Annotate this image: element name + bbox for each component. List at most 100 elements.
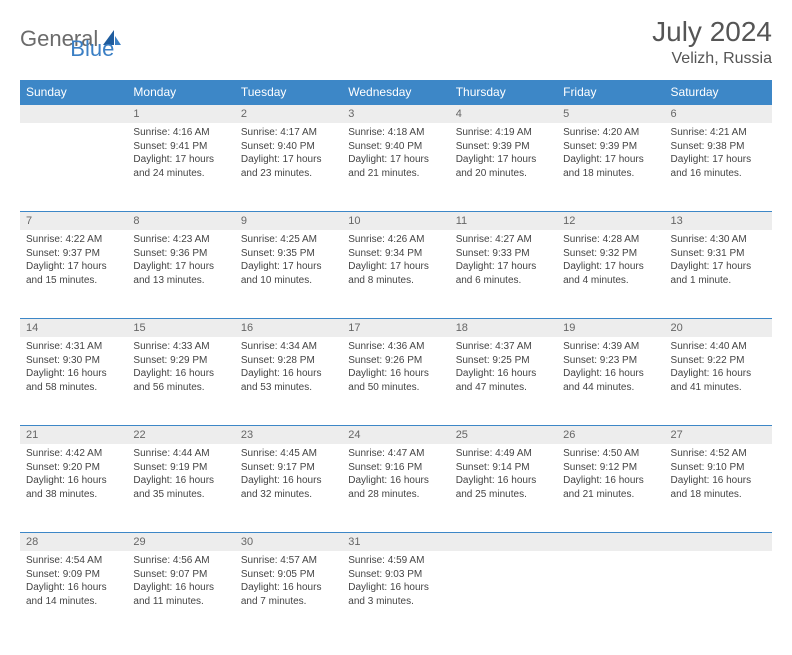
sunrise-line: Sunrise: 4:59 AM	[348, 554, 443, 568]
day-number: 17	[342, 319, 449, 337]
weekday-header: Sunday	[20, 80, 127, 105]
daylight-line: Daylight: 16 hours and 53 minutes.	[241, 367, 336, 394]
week-row: Sunrise: 4:54 AMSunset: 9:09 PMDaylight:…	[20, 551, 772, 639]
sunset-line: Sunset: 9:17 PM	[241, 461, 336, 475]
day-content: Sunrise: 4:39 AMSunset: 9:23 PMDaylight:…	[557, 337, 664, 400]
sunrise-line: Sunrise: 4:22 AM	[26, 233, 121, 247]
sunrise-line: Sunrise: 4:57 AM	[241, 554, 336, 568]
day-content: Sunrise: 4:59 AMSunset: 9:03 PMDaylight:…	[342, 551, 449, 614]
sunrise-line: Sunrise: 4:54 AM	[26, 554, 121, 568]
logo-text-blue: Blue	[70, 36, 114, 62]
day-content: Sunrise: 4:56 AMSunset: 9:07 PMDaylight:…	[127, 551, 234, 614]
sunrise-line: Sunrise: 4:18 AM	[348, 126, 443, 140]
daylight-line: Daylight: 17 hours and 1 minute.	[671, 260, 766, 287]
sunset-line: Sunset: 9:39 PM	[563, 140, 658, 154]
sunset-line: Sunset: 9:14 PM	[456, 461, 551, 475]
day-number-cell: 7	[20, 212, 127, 231]
day-cell: Sunrise: 4:25 AMSunset: 9:35 PMDaylight:…	[235, 230, 342, 319]
day-number-cell: 31	[342, 533, 449, 552]
sunrise-line: Sunrise: 4:47 AM	[348, 447, 443, 461]
day-content: Sunrise: 4:45 AMSunset: 9:17 PMDaylight:…	[235, 444, 342, 507]
daylight-line: Daylight: 17 hours and 8 minutes.	[348, 260, 443, 287]
weekday-header: Friday	[557, 80, 664, 105]
sunrise-line: Sunrise: 4:39 AM	[563, 340, 658, 354]
day-number: 6	[665, 105, 772, 123]
day-number-cell	[450, 533, 557, 552]
day-number-cell: 9	[235, 212, 342, 231]
day-content: Sunrise: 4:25 AMSunset: 9:35 PMDaylight:…	[235, 230, 342, 293]
day-content: Sunrise: 4:26 AMSunset: 9:34 PMDaylight:…	[342, 230, 449, 293]
day-cell	[450, 551, 557, 639]
day-number: 1	[127, 105, 234, 123]
day-number: 2	[235, 105, 342, 123]
day-content: Sunrise: 4:54 AMSunset: 9:09 PMDaylight:…	[20, 551, 127, 614]
day-number-cell: 29	[127, 533, 234, 552]
daylight-line: Daylight: 17 hours and 13 minutes.	[133, 260, 228, 287]
sunrise-line: Sunrise: 4:40 AM	[671, 340, 766, 354]
daylight-line: Daylight: 16 hours and 7 minutes.	[241, 581, 336, 608]
day-cell: Sunrise: 4:21 AMSunset: 9:38 PMDaylight:…	[665, 123, 772, 212]
day-cell: Sunrise: 4:18 AMSunset: 9:40 PMDaylight:…	[342, 123, 449, 212]
day-number: 27	[665, 426, 772, 444]
daylight-line: Daylight: 17 hours and 16 minutes.	[671, 153, 766, 180]
day-number-cell: 5	[557, 105, 664, 124]
weekday-header: Thursday	[450, 80, 557, 105]
day-number: 9	[235, 212, 342, 230]
sunrise-line: Sunrise: 4:28 AM	[563, 233, 658, 247]
sunset-line: Sunset: 9:03 PM	[348, 568, 443, 582]
sunrise-line: Sunrise: 4:16 AM	[133, 126, 228, 140]
daylight-line: Daylight: 16 hours and 32 minutes.	[241, 474, 336, 501]
sunrise-line: Sunrise: 4:34 AM	[241, 340, 336, 354]
weekday-header-row: SundayMondayTuesdayWednesdayThursdayFrid…	[20, 80, 772, 105]
day-number-cell	[557, 533, 664, 552]
day-cell: Sunrise: 4:33 AMSunset: 9:29 PMDaylight:…	[127, 337, 234, 426]
day-number: 16	[235, 319, 342, 337]
daylight-line: Daylight: 16 hours and 3 minutes.	[348, 581, 443, 608]
day-content: Sunrise: 4:20 AMSunset: 9:39 PMDaylight:…	[557, 123, 664, 186]
day-number: 24	[342, 426, 449, 444]
day-cell: Sunrise: 4:23 AMSunset: 9:36 PMDaylight:…	[127, 230, 234, 319]
weekday-header: Wednesday	[342, 80, 449, 105]
sunrise-line: Sunrise: 4:26 AM	[348, 233, 443, 247]
day-number-row: 123456	[20, 105, 772, 124]
day-cell: Sunrise: 4:22 AMSunset: 9:37 PMDaylight:…	[20, 230, 127, 319]
day-number: 26	[557, 426, 664, 444]
day-number	[557, 533, 664, 551]
weekday-header: Tuesday	[235, 80, 342, 105]
day-number	[450, 533, 557, 551]
daylight-line: Daylight: 17 hours and 15 minutes.	[26, 260, 121, 287]
daylight-line: Daylight: 16 hours and 28 minutes.	[348, 474, 443, 501]
day-number: 20	[665, 319, 772, 337]
sunrise-line: Sunrise: 4:33 AM	[133, 340, 228, 354]
daylight-line: Daylight: 16 hours and 58 minutes.	[26, 367, 121, 394]
day-cell: Sunrise: 4:27 AMSunset: 9:33 PMDaylight:…	[450, 230, 557, 319]
sunset-line: Sunset: 9:34 PM	[348, 247, 443, 261]
day-cell: Sunrise: 4:56 AMSunset: 9:07 PMDaylight:…	[127, 551, 234, 639]
sunrise-line: Sunrise: 4:21 AM	[671, 126, 766, 140]
day-content: Sunrise: 4:50 AMSunset: 9:12 PMDaylight:…	[557, 444, 664, 507]
day-content: Sunrise: 4:44 AMSunset: 9:19 PMDaylight:…	[127, 444, 234, 507]
daylight-line: Daylight: 16 hours and 14 minutes.	[26, 581, 121, 608]
day-number-cell: 13	[665, 212, 772, 231]
day-number: 10	[342, 212, 449, 230]
sunset-line: Sunset: 9:16 PM	[348, 461, 443, 475]
daylight-line: Daylight: 16 hours and 47 minutes.	[456, 367, 551, 394]
sunset-line: Sunset: 9:37 PM	[26, 247, 121, 261]
sunrise-line: Sunrise: 4:31 AM	[26, 340, 121, 354]
day-content: Sunrise: 4:16 AMSunset: 9:41 PMDaylight:…	[127, 123, 234, 186]
day-content: Sunrise: 4:19 AMSunset: 9:39 PMDaylight:…	[450, 123, 557, 186]
day-cell: Sunrise: 4:44 AMSunset: 9:19 PMDaylight:…	[127, 444, 234, 533]
day-number-cell: 28	[20, 533, 127, 552]
day-number-cell: 19	[557, 319, 664, 338]
day-number-cell: 20	[665, 319, 772, 338]
day-content: Sunrise: 4:27 AMSunset: 9:33 PMDaylight:…	[450, 230, 557, 293]
daylight-line: Daylight: 17 hours and 18 minutes.	[563, 153, 658, 180]
day-number-cell: 1	[127, 105, 234, 124]
day-number: 4	[450, 105, 557, 123]
day-content: Sunrise: 4:18 AMSunset: 9:40 PMDaylight:…	[342, 123, 449, 186]
sunset-line: Sunset: 9:10 PM	[671, 461, 766, 475]
day-content: Sunrise: 4:36 AMSunset: 9:26 PMDaylight:…	[342, 337, 449, 400]
day-cell: Sunrise: 4:42 AMSunset: 9:20 PMDaylight:…	[20, 444, 127, 533]
day-number-cell: 18	[450, 319, 557, 338]
sunrise-line: Sunrise: 4:17 AM	[241, 126, 336, 140]
